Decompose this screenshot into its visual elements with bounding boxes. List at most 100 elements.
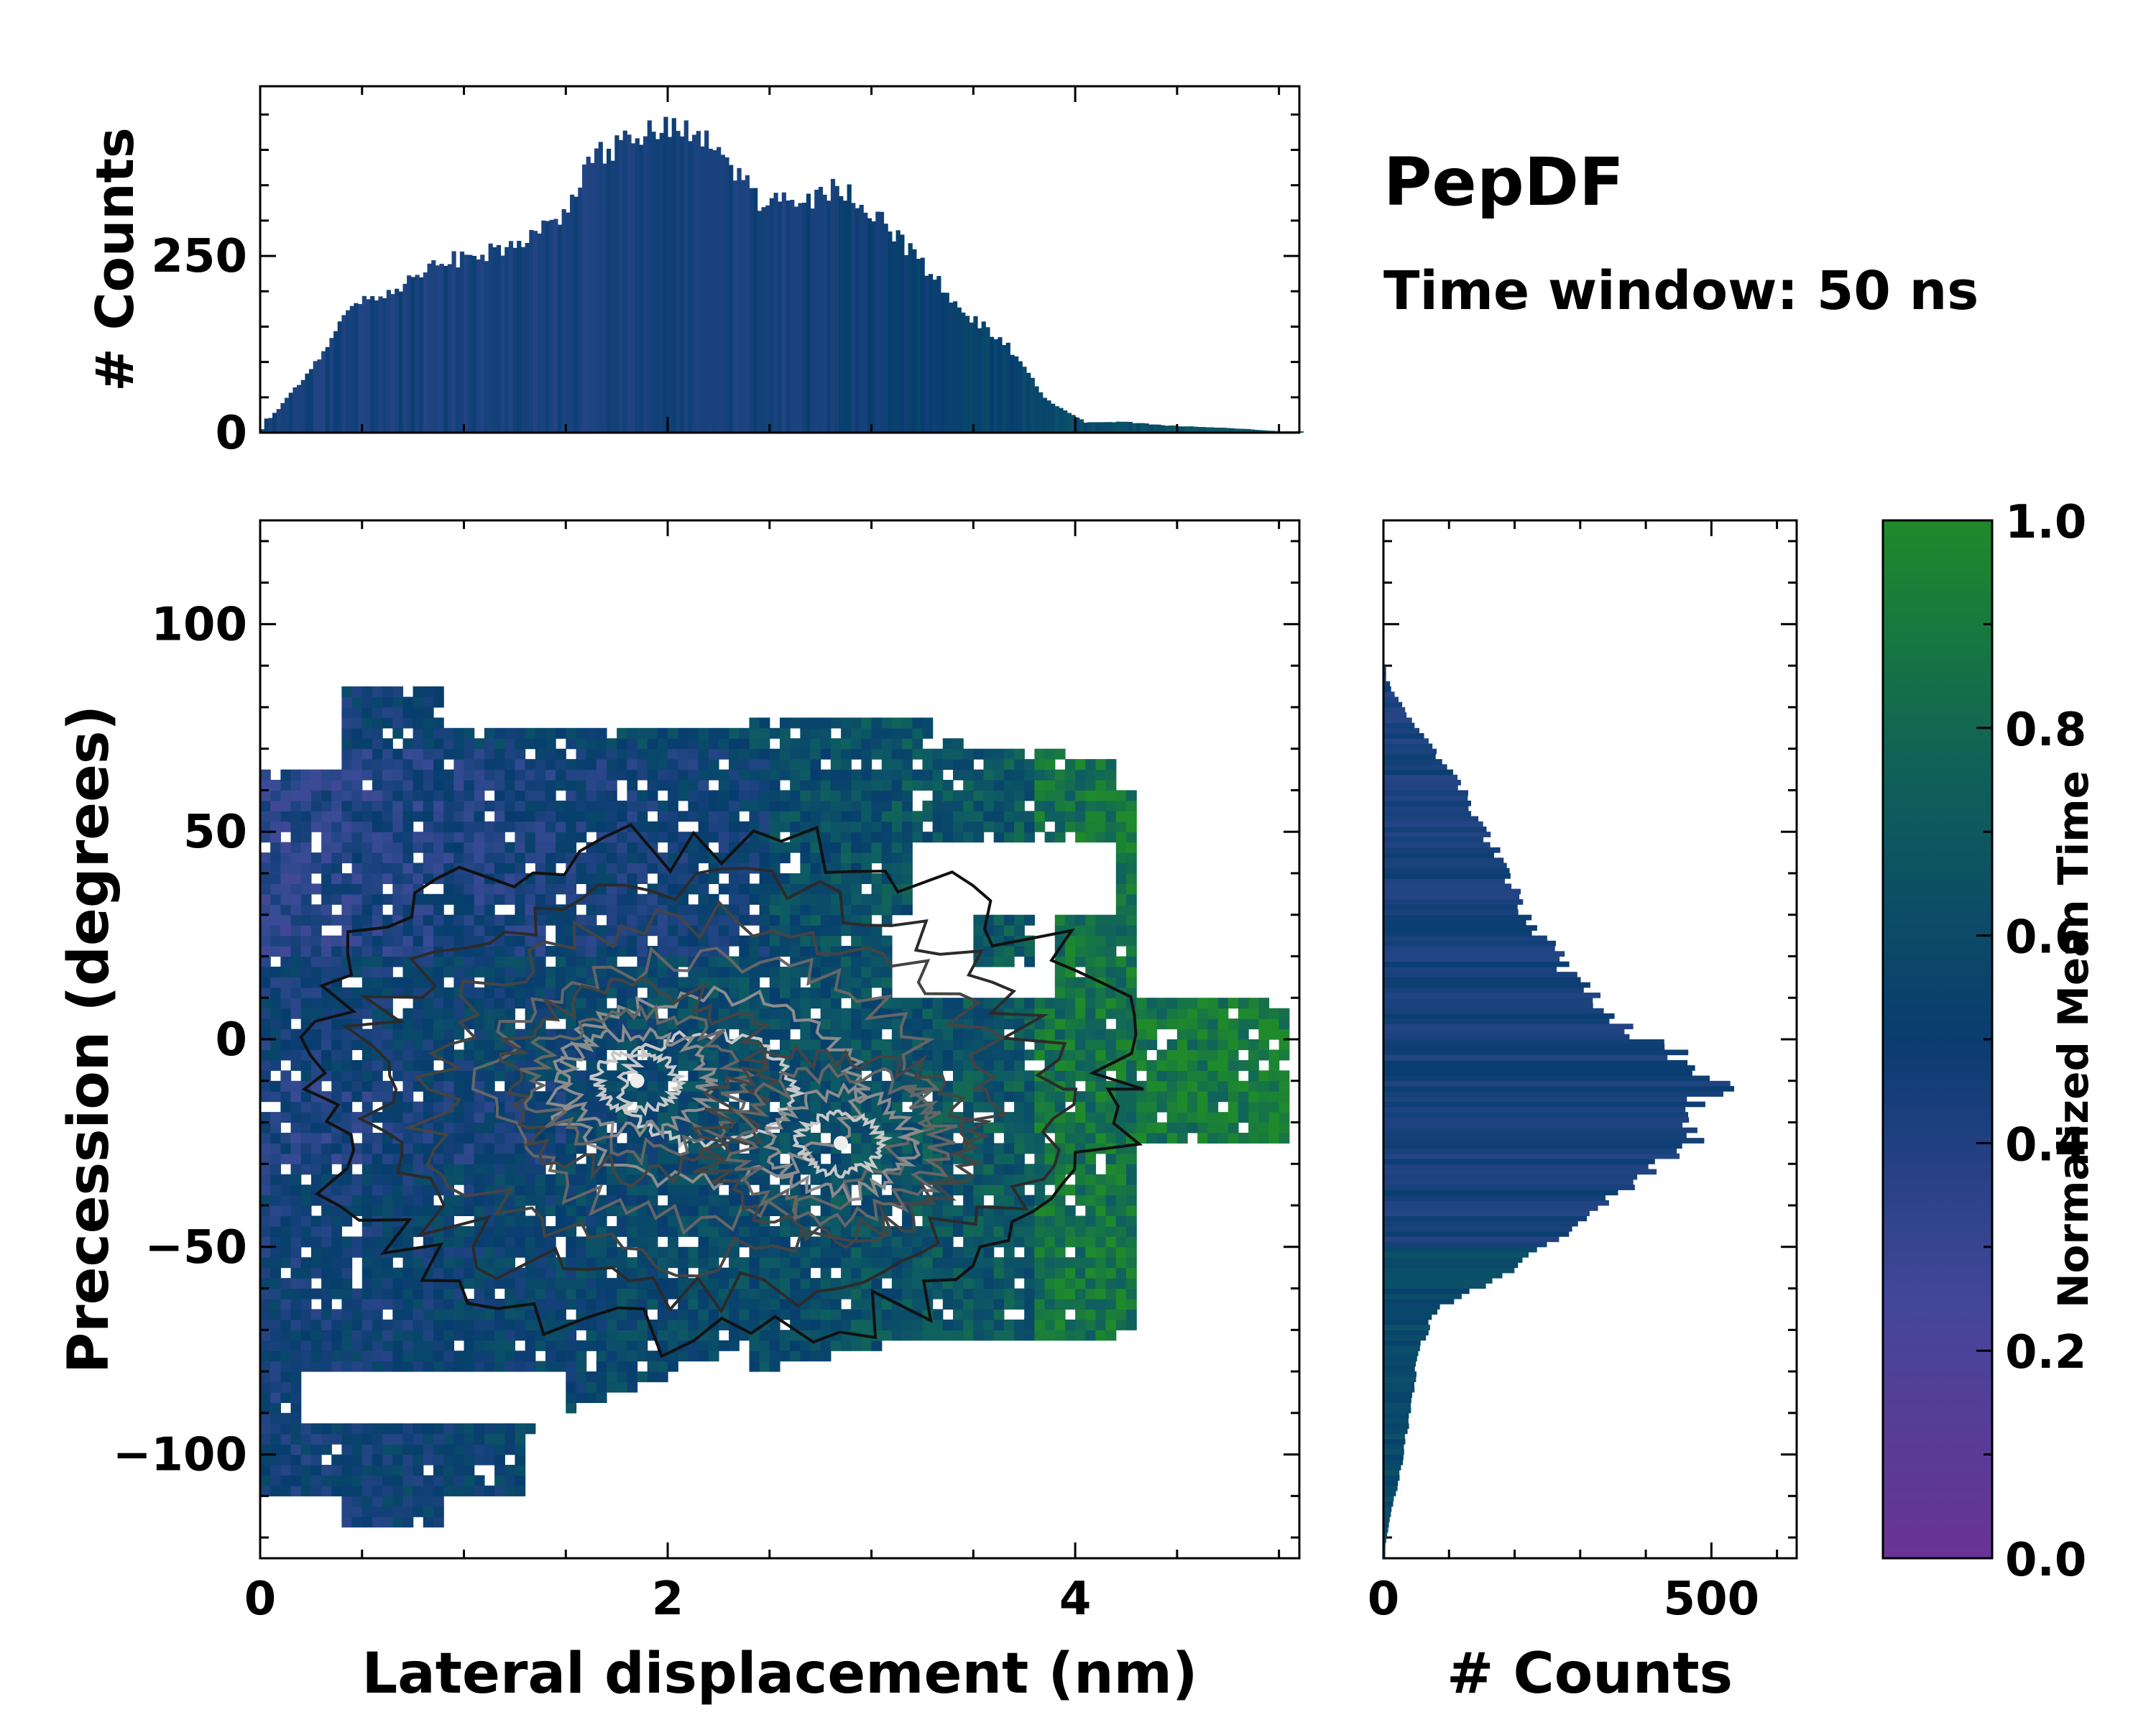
heatmap-cell (1003, 748, 1015, 760)
heatmap-cell (800, 738, 811, 750)
heatmap-cell (392, 1340, 404, 1351)
heatmap-cell (310, 904, 322, 916)
heatmap-cell (300, 790, 312, 801)
heatmap-cell (361, 842, 373, 853)
heatmap-cell (749, 852, 760, 864)
heatmap-cell (983, 759, 995, 770)
top-histogram-bar (476, 259, 481, 433)
heatmap-cell (433, 1215, 444, 1227)
heatmap-cell (270, 1112, 281, 1123)
heatmap-cell (881, 1122, 893, 1133)
heatmap-cell (260, 1299, 271, 1310)
heatmap-cell (820, 832, 831, 843)
heatmap-cell (851, 821, 862, 832)
heatmap-cell (668, 1236, 678, 1248)
heatmap-cell (372, 946, 383, 957)
heatmap-cell (739, 1299, 750, 1310)
heatmap-cell (881, 832, 893, 843)
heatmap-cell (647, 790, 658, 801)
heatmap-cell (617, 1112, 627, 1123)
heatmap-cell (942, 748, 954, 760)
heatmap-cell (433, 811, 444, 822)
heatmap-cell (698, 780, 709, 791)
top-histogram-bar (981, 321, 986, 433)
heatmap-cell (586, 800, 597, 811)
heatmap-cell (464, 1164, 475, 1175)
heatmap-cell (260, 1225, 271, 1237)
heatmap-cell (341, 852, 353, 864)
top-histogram-bar (300, 380, 305, 433)
heatmap-cell (942, 759, 954, 770)
heatmap-cell (993, 821, 1005, 832)
heatmap-cell (372, 852, 383, 864)
heatmap-cell (922, 717, 934, 729)
heatmap-cell (494, 893, 505, 905)
heatmap-cell (841, 842, 852, 853)
heatmap-cell (310, 862, 322, 874)
heatmap-cell (290, 1101, 302, 1113)
heatmap-cell (290, 1278, 302, 1289)
heatmap-cell (351, 1475, 363, 1486)
heatmap-cell (545, 1184, 556, 1196)
heatmap-cell (464, 1309, 475, 1320)
heatmap-cell (1003, 1133, 1015, 1144)
heatmap-cell (688, 1225, 699, 1237)
heatmap-cell (341, 1257, 353, 1269)
heatmap-cell (392, 893, 404, 905)
top-histogram-bar (790, 200, 795, 433)
heatmap-cell (566, 1133, 577, 1144)
heatmap-cell (413, 925, 424, 937)
heatmap-cell (688, 1112, 699, 1123)
heatmap-cell (576, 1195, 587, 1206)
heatmap-cell (912, 1205, 923, 1216)
heatmap-cell (637, 893, 648, 905)
heatmap-cell (535, 883, 546, 895)
heatmap-cell (586, 811, 597, 822)
heatmap-cell (973, 1309, 985, 1320)
heatmap-cell (321, 1133, 332, 1144)
heatmap-cell (361, 1288, 373, 1300)
heatmap-cell (1003, 1059, 1015, 1071)
heatmap-cell (300, 1164, 312, 1175)
heatmap-cell (1014, 759, 1025, 770)
heatmap-cell (586, 780, 597, 791)
heatmap-cell (310, 1225, 322, 1237)
heatmap-cell (688, 1257, 699, 1269)
top-histogram-bar (1100, 422, 1105, 433)
heatmap-cell (769, 904, 780, 916)
heatmap-cell (993, 800, 1005, 811)
heatmap-cell (290, 800, 302, 811)
heatmap-cell (515, 852, 526, 864)
heatmap-cell (270, 1059, 281, 1071)
heatmap-cell (820, 1236, 831, 1248)
heatmap-cell (820, 821, 831, 832)
heatmap-cell (861, 977, 872, 988)
heatmap-cell (556, 1091, 566, 1103)
top-histogram-bar (317, 359, 322, 433)
heatmap-cell (280, 914, 292, 926)
heatmap-cell (871, 925, 883, 937)
heatmap-cell (423, 1517, 434, 1528)
heatmap-cell (759, 769, 770, 781)
heatmap-cell (310, 1143, 322, 1154)
heatmap-cell (341, 883, 353, 895)
heatmap-cell (443, 1008, 454, 1019)
heatmap-cell (515, 1444, 526, 1455)
heatmap-cell (331, 956, 342, 967)
heatmap-cell (372, 821, 383, 832)
heatmap-cell (280, 790, 292, 801)
heatmap-cell (912, 1112, 923, 1123)
heatmap-cell (310, 1164, 322, 1175)
heatmap-cell (739, 832, 750, 843)
heatmap-cell (1064, 759, 1076, 770)
heatmap-cell (361, 1444, 373, 1455)
heatmap-cell (820, 873, 831, 884)
heatmap-cell (983, 1267, 995, 1279)
heatmap-cell (361, 935, 373, 947)
heatmap-cell (1034, 1319, 1046, 1330)
heatmap-cell (800, 717, 811, 729)
heatmap-cell (474, 780, 485, 791)
heatmap-cell (423, 925, 434, 937)
heatmap-cell (484, 1351, 495, 1362)
